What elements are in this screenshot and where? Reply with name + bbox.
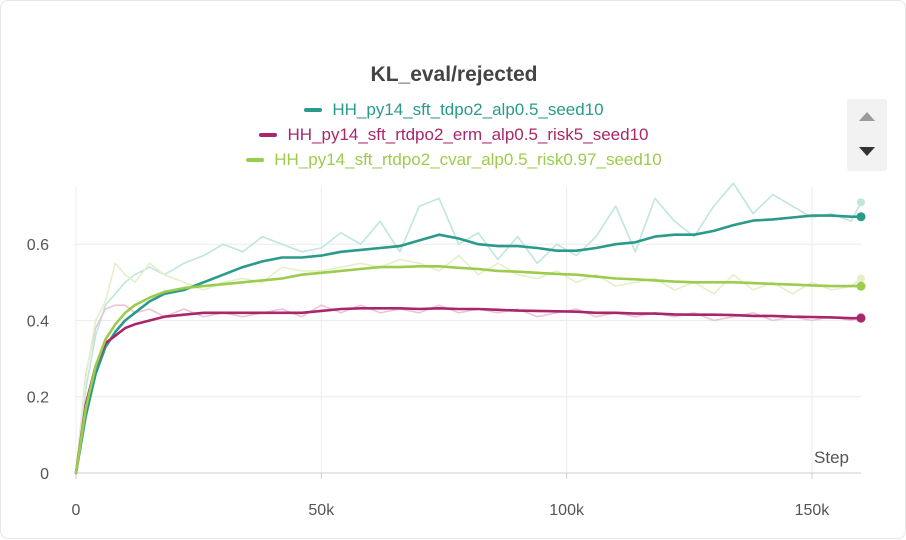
legend-item-tdpo2[interactable]: HH_py14_sft_tdpo2_alp0.5_seed10 (1, 97, 906, 122)
y-tick-label: 0.6 (27, 237, 49, 254)
legend-scroll-control (847, 99, 887, 171)
x-tick-label: 100k (549, 502, 585, 519)
y-tick-label: 0.4 (27, 313, 49, 330)
chart-legend: HH_py14_sft_tdpo2_alp0.5_seed10 HH_py14_… (1, 97, 906, 172)
legend-label-erm: HH_py14_sft_rtdpo2_erm_alp0.5_risk5_seed… (287, 124, 649, 144)
chart-title: KL_eval/rejected (370, 63, 538, 86)
legend-swatch-erm (259, 132, 278, 137)
series-line-1 (74, 306, 863, 475)
endpoint-dot-1 (856, 313, 866, 323)
smoothed-series-lines (74, 214, 863, 475)
legend-swatch-cvar (246, 157, 265, 162)
legend-label-tdpo2: HH_py14_sft_tdpo2_alp0.5_seed10 (332, 99, 604, 119)
y-tick-label: 0 (40, 466, 49, 483)
chart-axes: 0 0.2 0.4 0.6 0 50k 100k 150k (27, 237, 861, 519)
x-axis-label: Step (814, 448, 849, 467)
raw-series-line-0 (75, 182, 862, 474)
raw-endpoint-dot-1 (857, 312, 865, 321)
y-tick-label: 0.2 (27, 390, 49, 407)
scroll-down-icon[interactable] (859, 147, 875, 156)
endpoint-dot-0 (856, 212, 866, 222)
legend-label-cvar: HH_py14_sft_rtdpo2_cvar_alp0.5_risk0.97_… (274, 149, 662, 169)
series-line-2 (74, 264, 863, 475)
x-tick-label: 50k (308, 502, 335, 519)
raw-endpoint-dot-0 (857, 198, 865, 207)
raw-endpoint-dot-2 (857, 274, 865, 283)
x-tick-label: 150k (795, 502, 831, 519)
series-endpoints (856, 198, 866, 323)
scroll-up-icon[interactable] (859, 112, 875, 121)
raw-series-line-1 (75, 304, 862, 474)
endpoint-dot-2 (856, 281, 866, 291)
legend-swatch-tdpo2 (304, 107, 323, 112)
chart-grid (75, 187, 861, 473)
raw-series-line-2 (75, 254, 862, 474)
series-line-0 (74, 214, 863, 475)
legend-item-erm[interactable]: HH_py14_sft_rtdpo2_erm_alp0.5_risk5_seed… (1, 122, 906, 147)
legend-item-cvar[interactable]: HH_py14_sft_rtdpo2_cvar_alp0.5_risk0.97_… (1, 147, 906, 172)
x-tick-label: 0 (72, 502, 81, 519)
raw-series-lines (75, 182, 862, 474)
